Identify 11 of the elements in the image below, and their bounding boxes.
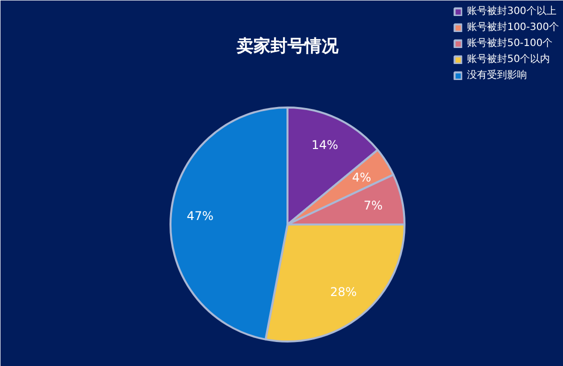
data-label: 47%	[186, 209, 214, 224]
data-label: 7%	[364, 198, 383, 212]
legend-label: 账号被封50个以内	[467, 52, 550, 66]
legend-label: 账号被封50-100个	[467, 36, 553, 50]
data-label: 14%	[312, 138, 338, 152]
data-label: 28%	[330, 285, 357, 300]
legend-label: 账号被封300个以上	[467, 4, 556, 18]
legend-label: 账号被封100-300个	[467, 20, 559, 34]
text: 卖家封号情况	[236, 36, 340, 56]
legend-label: 没有受到影响	[467, 68, 528, 82]
data-label: 4%	[352, 170, 372, 184]
